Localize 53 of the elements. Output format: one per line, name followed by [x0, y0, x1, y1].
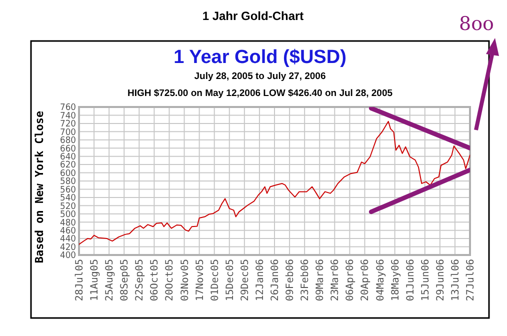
- x-tick-label: 28Jul05: [74, 259, 86, 302]
- y-tick-label: 540: [60, 194, 78, 204]
- x-tick-label: 25Aug05: [104, 259, 116, 302]
- y-tick-label: 440: [60, 234, 78, 245]
- x-tick-label: 01Jun06: [405, 259, 416, 302]
- y-tick-label: 460: [60, 226, 78, 236]
- x-tick-label: 20Oct05: [164, 259, 176, 302]
- y-tick-label: 500: [60, 210, 78, 220]
- chart-subtitle: 1 Year Gold ($USD): [174, 47, 346, 68]
- y-tick-label: 480: [60, 218, 78, 228]
- y-tick-label: 600: [60, 168, 78, 179]
- x-tick-label: 29Dec05: [240, 259, 251, 302]
- y-tick-label: 720: [60, 120, 78, 130]
- x-tick-label: 08Sep05: [120, 259, 131, 302]
- y-tick-label: 560: [60, 185, 78, 196]
- x-tick-label: 29Jun06: [435, 259, 446, 302]
- text: 8oo: [459, 13, 494, 35]
- y-tick-label: 680: [60, 136, 78, 146]
- text: HIGH $725.00 on May 12,2006 LOW $426.40 on Jul 28, 2005: [127, 88, 394, 99]
- x-tick-label: 23Mar06: [330, 259, 342, 302]
- chart-title: 1 Jahr Gold-Chart: [202, 9, 304, 23]
- text: July 28, 2005 to July 27, 2006: [194, 71, 326, 82]
- x-tick-label: 18May06: [390, 259, 402, 302]
- x-tick-label: 06Apr06: [345, 259, 356, 302]
- y-tick-label: 400: [60, 251, 78, 262]
- y-tick-label: 580: [60, 177, 78, 188]
- x-tick-label: 03Nov05: [180, 259, 191, 302]
- y-tick-label: 620: [60, 160, 78, 171]
- y-tick-label: 640: [60, 152, 78, 162]
- y-axis-title: Based on New York Close: [33, 110, 46, 264]
- x-tick-label: 17Nov05: [194, 259, 206, 302]
- x-tick-label: 13Jul06: [450, 259, 462, 302]
- line-series: [79, 120, 470, 245]
- y-tick-label: 740: [60, 111, 78, 122]
- x-tick-label: 15Dec05: [224, 259, 236, 302]
- x-tick-label: 27Jul06: [466, 259, 476, 302]
- y-tick-label: 760: [60, 103, 78, 114]
- x-tick-label: 11Aug05: [90, 259, 101, 302]
- x-tick-label: 12Jan06: [254, 259, 266, 302]
- x-tick-label: 09Feb06: [285, 259, 296, 302]
- x-tick-label: 01Dec05: [210, 259, 221, 302]
- x-tick-label: 06Oct05: [150, 259, 161, 302]
- y-tick-label: 700: [60, 128, 78, 138]
- x-tick-label: 23Feb06: [300, 259, 312, 302]
- x-tick-label: 04May06: [375, 259, 386, 302]
- y-tick-label: 420: [60, 242, 78, 253]
- y-tick-label: 520: [60, 202, 78, 212]
- x-tick-label: 26Jan06: [270, 259, 281, 302]
- x-tick-label: 20Apr06: [360, 259, 372, 302]
- x-tick-label: 15Jun06: [420, 259, 432, 302]
- x-tick-label: 22Sep05: [134, 259, 146, 302]
- x-tick-label: 09Mar06: [315, 259, 326, 302]
- y-tick-label: 660: [60, 144, 78, 154]
